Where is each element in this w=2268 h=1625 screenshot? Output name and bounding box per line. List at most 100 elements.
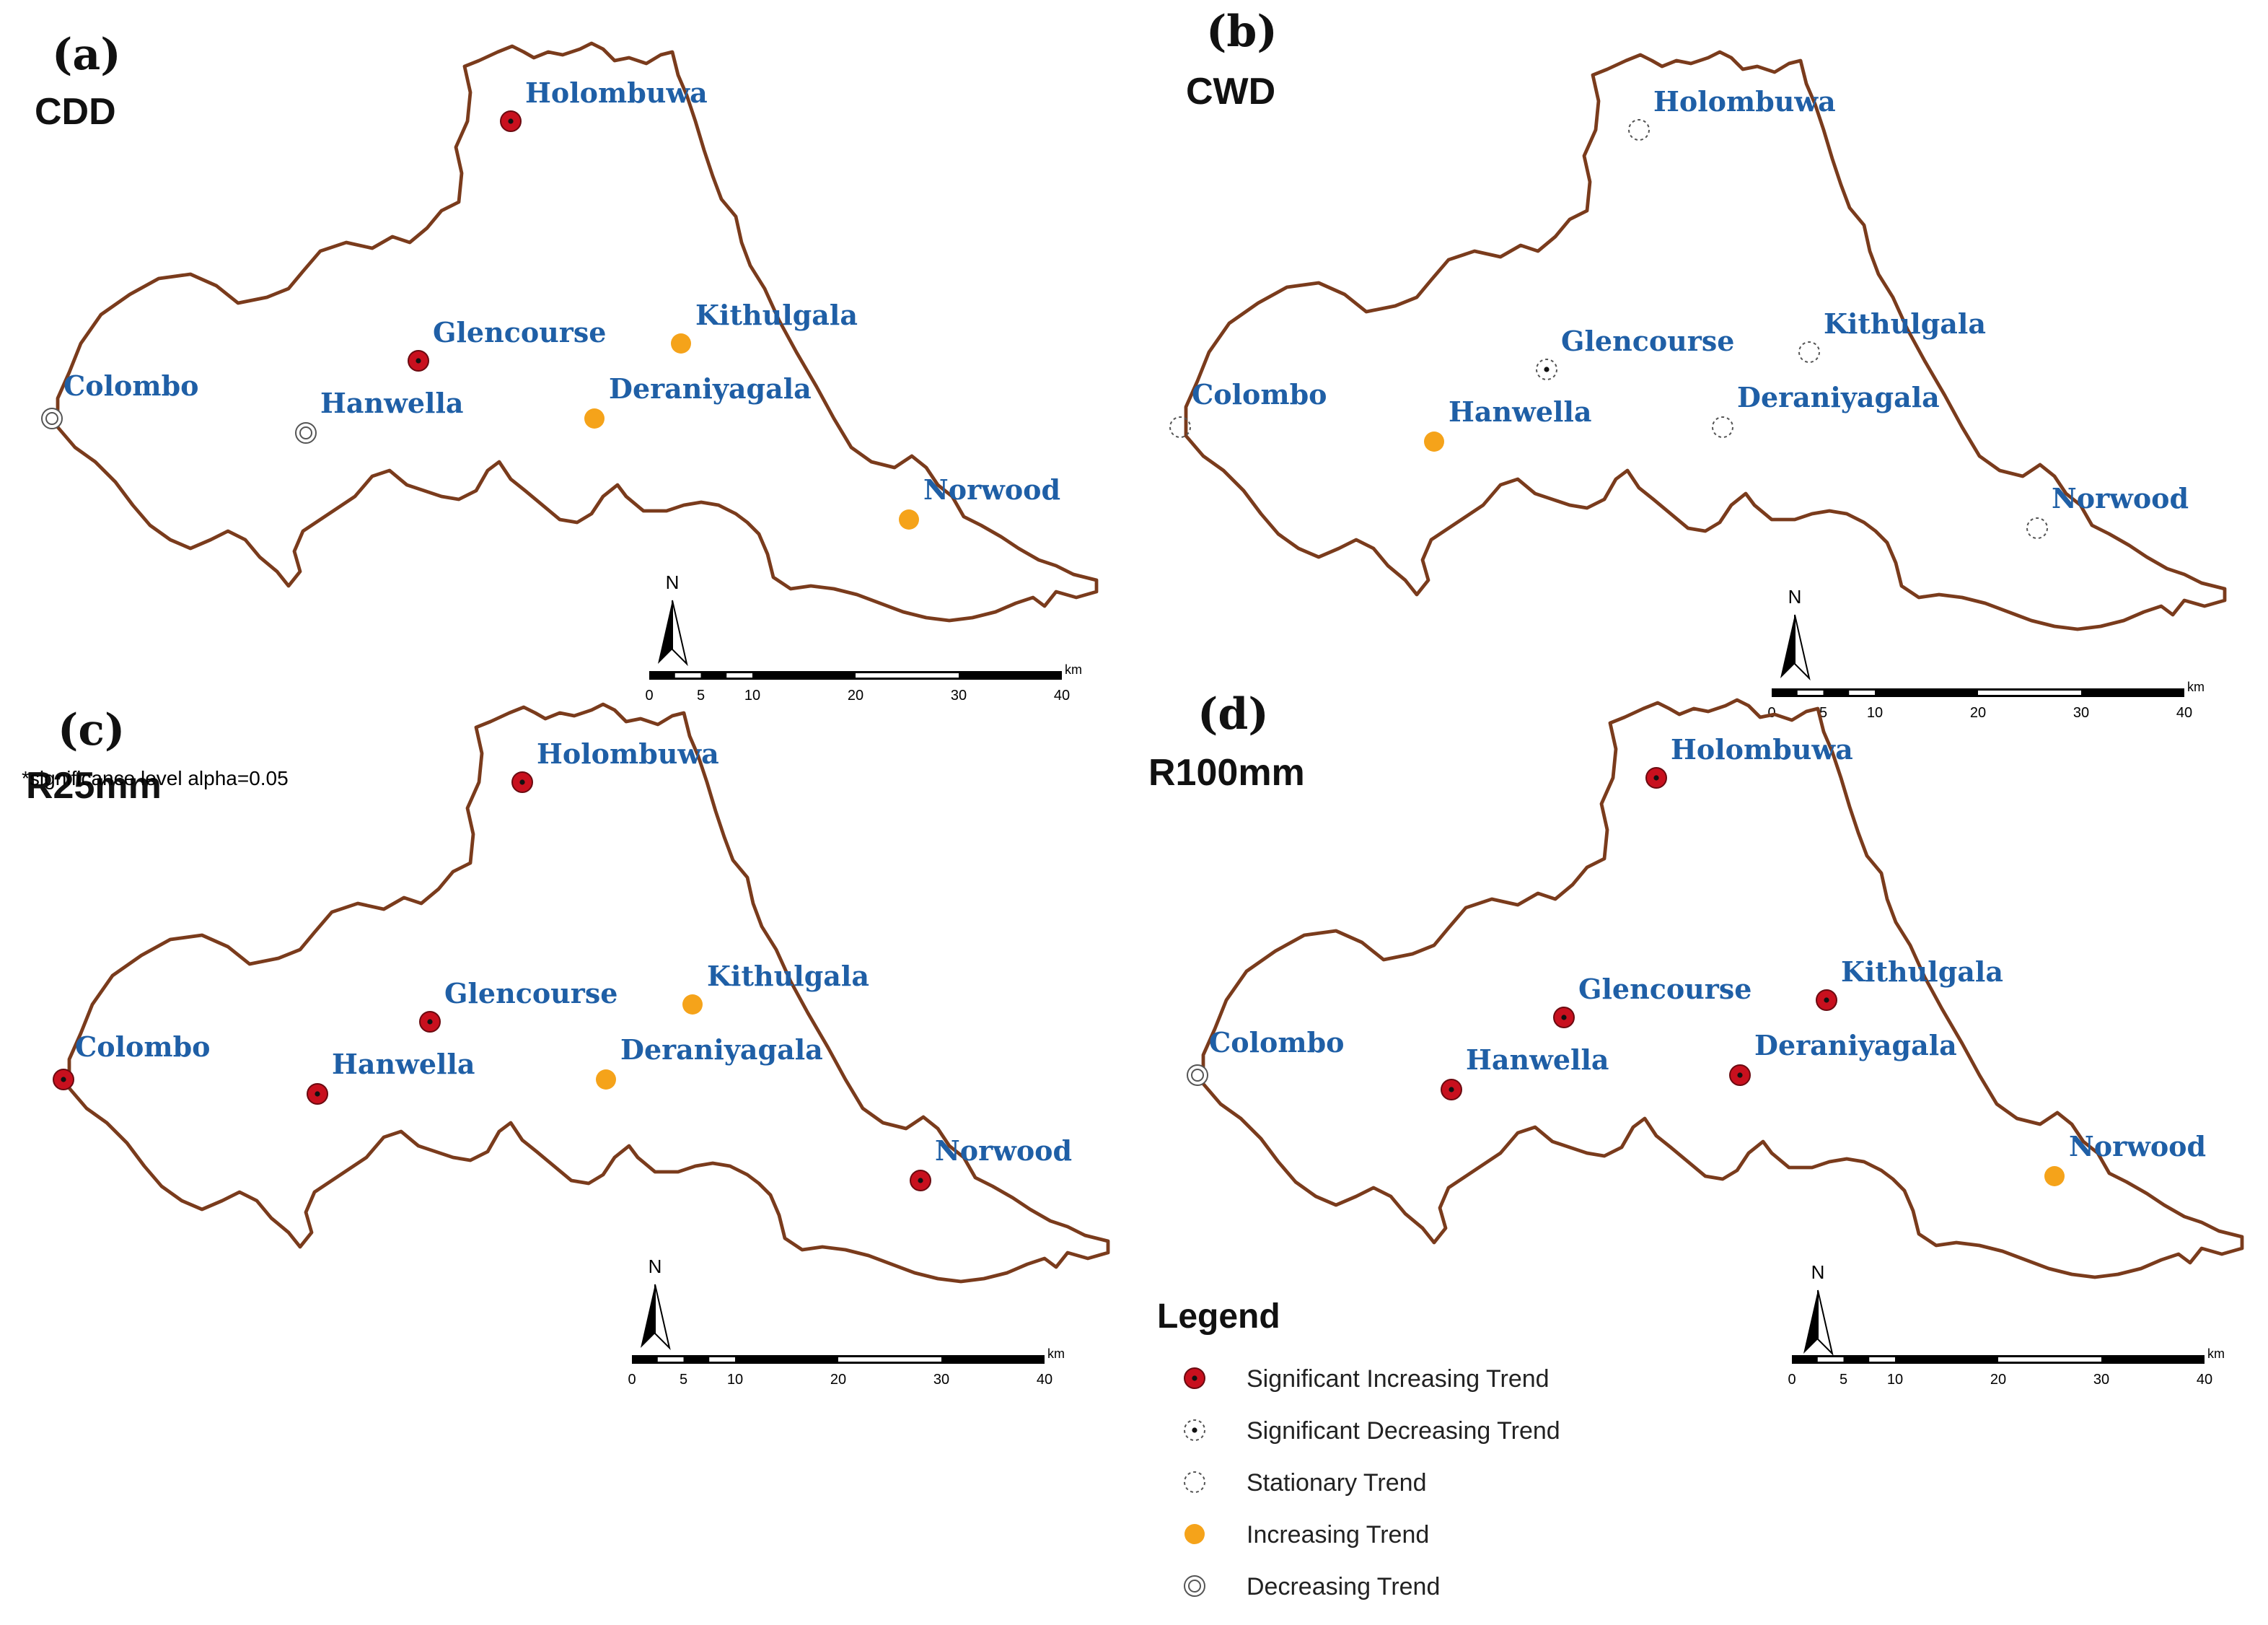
station-label-holombuwa: Holombuwa — [537, 737, 719, 770]
station-label-deraniyagala: Deraniyagala — [1754, 1029, 1957, 1061]
legend-title: Legend — [1157, 1297, 1280, 1336]
station-marker-norwood — [899, 509, 919, 530]
scale-bar: 0 5 10 20 30 40 km — [628, 1346, 1065, 1388]
station-label-colombo: Colombo — [63, 369, 199, 402]
legend-label: Significant Decreasing Trend — [1247, 1417, 1560, 1445]
north-arrow-icon: N — [658, 571, 688, 667]
station-label-hanwella: Hanwella — [332, 1048, 475, 1080]
scale-tick-label: 30 — [951, 688, 967, 704]
scale-tick-label: 5 — [1819, 705, 1827, 721]
station-label-norwood: Norwood — [923, 473, 1060, 506]
station-label-deraniyagala: Deraniyagala — [1737, 381, 1940, 413]
legend-label: Increasing Trend — [1247, 1521, 1429, 1549]
panel-letter: (b) — [1206, 6, 1278, 57]
station-label-kithulgala: Kithulgala — [695, 299, 858, 331]
significance-footnote: *significance level alpha=0.05 — [22, 767, 289, 789]
scale-unit-label: km — [1047, 1346, 1065, 1361]
station-label-glencourse: Glencourse — [444, 977, 617, 1009]
station-marker-kithulgala — [1816, 989, 1837, 1011]
scale-tick-label: 0 — [628, 1372, 636, 1388]
station-label-glencourse: Glencourse — [433, 316, 606, 349]
station-marker-hanwella — [307, 1083, 328, 1105]
map-panel-b: (b) CWD Holombuwa Glencourse Kithulgala Colom… — [1169, 6, 2225, 721]
station-label-deraniyagala: Deraniyagala — [620, 1033, 823, 1066]
station-label-kithulgala: Kithulgala — [1824, 307, 1986, 340]
station-label-holombuwa: Holombuwa — [1653, 85, 1836, 118]
station-label-norwood: Norwood — [935, 1134, 1072, 1167]
map-panel-a: (a) CDD Holombuwa Glencourse Kithulgala Colom… — [35, 30, 1096, 704]
scale-tick-label: 0 — [1767, 705, 1775, 721]
legend-symbol-increasing-icon — [1184, 1524, 1205, 1544]
station-label-holombuwa: Holombuwa — [1671, 733, 1853, 766]
scale-tick-label: 10 — [727, 1372, 743, 1388]
station-marker-norwood — [2026, 517, 2048, 539]
legend-symbol-stationary-icon — [1184, 1471, 1205, 1493]
scale-tick-label: 10 — [744, 688, 760, 704]
scale-tick-label: 10 — [1887, 1372, 1903, 1388]
station-label-kithulgala: Kithulgala — [1841, 955, 2003, 988]
scale-tick-label: 5 — [680, 1372, 687, 1388]
station-marker-kithulgala — [671, 333, 691, 354]
scale-tick-label: 20 — [848, 688, 863, 704]
station-label-colombo: Colombo — [1192, 378, 1327, 411]
scale-tick-label: 20 — [1970, 705, 1986, 721]
station-label-glencourse: Glencourse — [1578, 973, 1751, 1005]
scale-tick-label: 30 — [933, 1372, 949, 1388]
scale-tick-label: 20 — [1990, 1372, 2006, 1388]
station-marker-kithulgala — [1798, 341, 1820, 363]
north-label: N — [1811, 1261, 1825, 1283]
scale-tick-label: 20 — [830, 1372, 846, 1388]
station-label-hanwella: Hanwella — [320, 387, 464, 419]
scale-tick-label: 0 — [1788, 1372, 1796, 1388]
panel-index-title: R25mm — [26, 765, 162, 807]
north-arrow-icon: N — [641, 1256, 671, 1351]
station-marker-holombuwa — [500, 110, 522, 132]
station-label-glencourse: Glencourse — [1561, 325, 1734, 357]
scale-unit-label: km — [2207, 1346, 2225, 1361]
station-marker-colombo — [1187, 1064, 1208, 1086]
station-marker-kithulgala — [682, 994, 703, 1015]
station-marker-holombuwa — [1628, 119, 1650, 141]
basin-map: Holombuwa Glencourse Kithulgala Colombo Hanw… — [1187, 700, 2242, 1277]
panel-letter: (c) — [58, 705, 125, 755]
scale-tick-label: 30 — [2093, 1372, 2109, 1388]
station-marker-deraniyagala — [584, 408, 605, 429]
panel-index-title: CWD — [1186, 71, 1275, 113]
station-marker-colombo — [53, 1069, 74, 1090]
north-label: N — [649, 1256, 662, 1277]
station-label-hanwella: Hanwella — [1449, 395, 1592, 428]
scale-tick-label: 40 — [1037, 1372, 1052, 1388]
station-marker-glencourse — [1536, 359, 1557, 380]
station-marker-holombuwa — [1645, 767, 1667, 789]
map-panel-d: (d) R100mm Holombuwa Glencourse Kithulgala Co… — [1148, 689, 2242, 1388]
station-marker-hanwella — [1441, 1079, 1462, 1100]
panel-letter: (d) — [1197, 689, 1269, 740]
station-marker-hanwella — [1424, 432, 1444, 452]
station-marker-glencourse — [1553, 1007, 1575, 1028]
legend-label: Stationary Trend — [1247, 1469, 1426, 1497]
station-label-hanwella: Hanwella — [1466, 1043, 1609, 1076]
scale-tick-label: 40 — [2176, 705, 2192, 721]
north-arrow-icon: N — [1803, 1261, 1834, 1357]
scale-bar: 0 5 10 20 30 40 km — [1788, 1346, 2225, 1388]
station-label-colombo: Colombo — [1209, 1026, 1345, 1059]
basin-map: Holombuwa Glencourse Kithulgala Colombo Hanw… — [41, 43, 1096, 621]
scale-tick-label: 10 — [1867, 705, 1883, 721]
north-label: N — [666, 571, 680, 593]
station-label-norwood: Norwood — [2052, 482, 2189, 514]
station-marker-glencourse — [419, 1011, 441, 1033]
map-panel-c: (c) R25mm Holombuwa Glencourse Kithulgala Col… — [26, 704, 1108, 1388]
scale-tick-label: 30 — [2073, 705, 2089, 721]
legend-item: Significant Increasing Trend — [1184, 1365, 1550, 1393]
legend-label: Significant Increasing Trend — [1247, 1365, 1550, 1393]
station-marker-deraniyagala — [596, 1069, 616, 1090]
legend-symbol-sig-decreasing-icon — [1184, 1419, 1205, 1441]
panel-index-title: CDD — [35, 91, 116, 133]
station-marker-glencourse — [408, 350, 429, 372]
scale-tick-label: 5 — [1840, 1372, 1847, 1388]
station-label-norwood: Norwood — [2069, 1130, 2206, 1162]
legend: Legend Significant Increasing Trend Signif… — [1157, 1297, 1560, 1600]
station-marker-holombuwa — [511, 771, 533, 793]
station-label-holombuwa: Holombuwa — [525, 76, 708, 109]
station-marker-colombo — [1169, 416, 1191, 438]
